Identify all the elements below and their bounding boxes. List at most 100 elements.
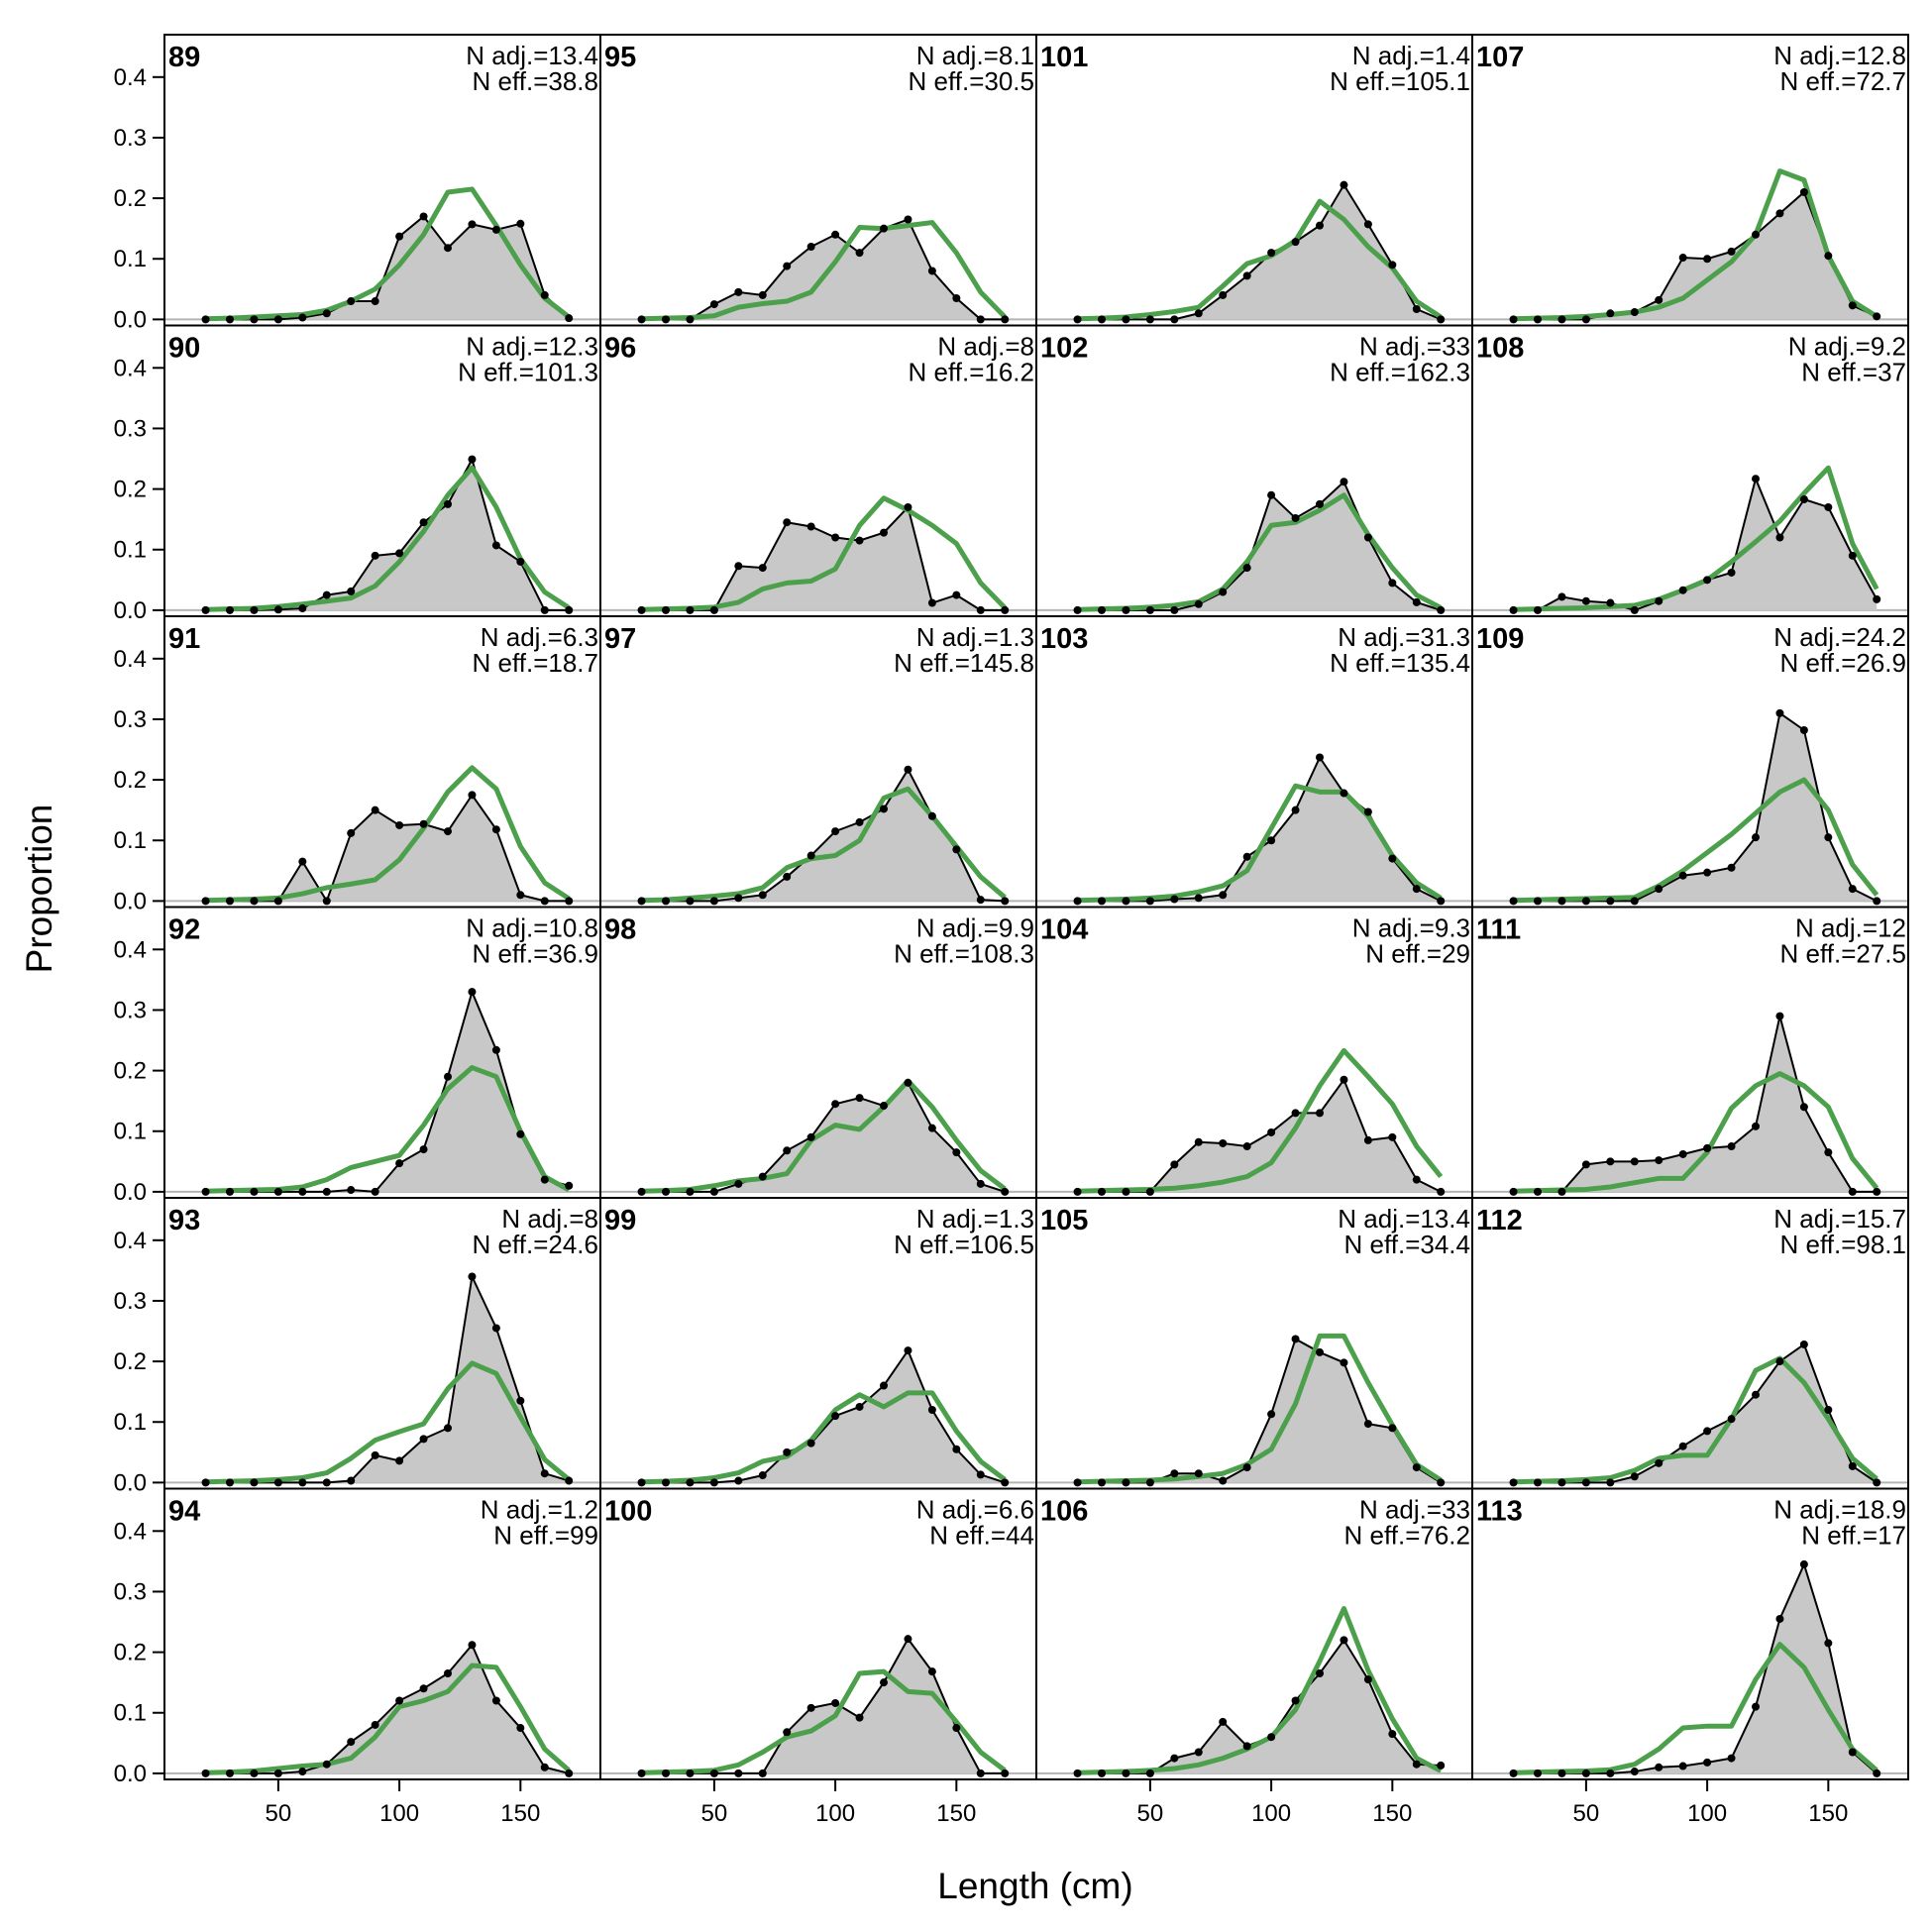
panel-96: 96 N adj.=8N eff.=16.2 (600, 332, 1036, 614)
observed-point (1194, 1469, 1203, 1478)
y-tick-label: 0.3 (114, 706, 147, 733)
observed-point (395, 1159, 404, 1168)
observed-point (1873, 1478, 1881, 1487)
observed-point (1291, 238, 1300, 247)
observed-point (1267, 490, 1276, 499)
observed-point (273, 315, 282, 324)
n-adj-label: N adj.=9.2 (1788, 332, 1906, 362)
observed-point (1170, 1754, 1179, 1763)
observed-point (1363, 1135, 1372, 1144)
observed-point (516, 891, 525, 900)
observed-point (1412, 1175, 1421, 1184)
observed-point (491, 1696, 500, 1705)
y-tick-label: 0.2 (114, 1058, 147, 1085)
panel-113: 113 N adj.=18.9N eff.=17 (1472, 1495, 1908, 1777)
observed-point (662, 1769, 670, 1777)
observed-area (1513, 712, 1878, 902)
observed-point (419, 819, 428, 828)
panel-label: 111 (1476, 914, 1521, 946)
n-eff-label: N eff.=16.2 (909, 358, 1034, 387)
observed-point (1848, 1187, 1857, 1196)
observed-point (1534, 315, 1542, 324)
observed-point (927, 1667, 936, 1676)
observed-point (1001, 1187, 1010, 1196)
expected-line (1513, 1642, 1878, 1775)
observed-point (1799, 187, 1808, 196)
observed-point (322, 309, 331, 318)
observed-point (516, 1129, 525, 1138)
observed-point (1267, 1733, 1276, 1742)
observed-point (1388, 261, 1397, 269)
observed-line (1513, 1016, 1878, 1193)
observed-point (855, 536, 864, 545)
observed-point (734, 1769, 743, 1777)
panel-label: 94 (168, 1496, 200, 1528)
observed-point (1775, 708, 1784, 717)
y-tick-label: 0.3 (114, 1578, 147, 1605)
observed-point (1388, 854, 1397, 863)
n-eff-label: N eff.=26.9 (1780, 648, 1906, 678)
observed-point (1752, 230, 1760, 239)
observed-point (250, 1187, 259, 1196)
observed-point (1557, 592, 1566, 601)
observed-point (1098, 605, 1106, 614)
expected-line (205, 765, 571, 904)
observed-point (1509, 1187, 1518, 1196)
observed-area (641, 1082, 1006, 1192)
expected-line (641, 786, 1007, 904)
observed-point (1170, 895, 1179, 904)
observed-point (976, 1470, 985, 1479)
observed-point (1340, 478, 1348, 486)
observed-point (201, 315, 210, 324)
observed-point (201, 1478, 210, 1487)
n-eff-label: N eff.=24.6 (473, 1230, 598, 1259)
observed-point (1363, 220, 1372, 229)
observed-point (927, 811, 936, 820)
observed-point (1122, 315, 1130, 324)
panel-label: 107 (1476, 42, 1524, 73)
observed-point (1534, 1187, 1542, 1196)
observed-area (1513, 1563, 1878, 1773)
observed-point (1412, 885, 1421, 894)
y-tick-label: 0.4 (114, 936, 147, 963)
observed-area (1077, 1079, 1442, 1192)
observed-point (1388, 1730, 1397, 1739)
observed-point (1194, 309, 1203, 318)
observed-point (1219, 891, 1228, 900)
observed-point (758, 564, 767, 573)
observed-point (1606, 1769, 1615, 1777)
observed-line (641, 218, 1006, 321)
observed-point (904, 1635, 912, 1644)
observed-point (1557, 1478, 1566, 1487)
observed-point (855, 249, 864, 258)
observed-point (662, 315, 670, 324)
observed-point (1001, 897, 1010, 906)
observed-point (1098, 1769, 1106, 1777)
observed-point (273, 897, 282, 906)
observed-point (298, 313, 307, 322)
observed-point (783, 262, 792, 270)
y-tick-label: 0.0 (114, 888, 147, 914)
panel-label: 91 (168, 623, 200, 655)
observed-point (250, 605, 259, 614)
observed-point (855, 1402, 864, 1411)
observed-point (565, 1476, 574, 1485)
observed-point (1291, 513, 1300, 522)
x-tick-label: 50 (266, 1800, 292, 1827)
observed-point (1242, 1463, 1251, 1472)
observed-point (1388, 1424, 1397, 1433)
observed-point (1678, 871, 1687, 880)
observed-point (1170, 605, 1179, 614)
observed-point (976, 1769, 985, 1777)
observed-point (1824, 502, 1833, 511)
observed-point (1267, 836, 1276, 845)
observed-point (1824, 1148, 1833, 1157)
observed-point (250, 315, 259, 324)
n-eff-label: N eff.=76.2 (1344, 1521, 1470, 1551)
observed-point (1534, 897, 1542, 906)
panel-97: 97 N adj.=1.3N eff.=145.8 (600, 622, 1036, 906)
observed-area (1513, 1016, 1878, 1192)
panel-109: 109 N adj.=24.2N eff.=26.9 (1472, 622, 1908, 906)
expected-line (1077, 783, 1443, 904)
panel-label: 90 (168, 333, 200, 365)
